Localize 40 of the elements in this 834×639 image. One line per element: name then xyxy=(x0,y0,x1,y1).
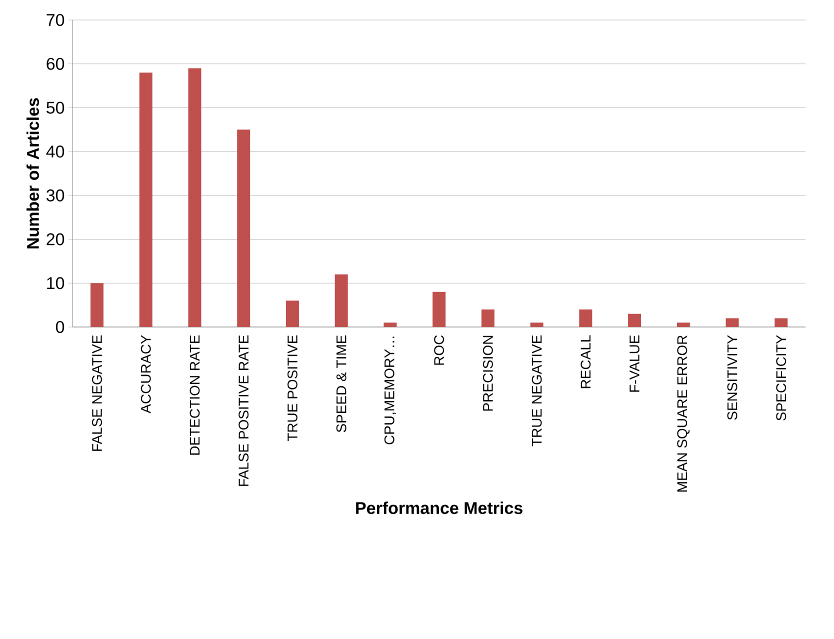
x-tick-label: SPECIFICITY xyxy=(776,335,786,420)
y-tick-label: 30 xyxy=(46,189,64,202)
y-tick-label: 10 xyxy=(47,277,64,290)
x-tick-label: TRUE NEGATIVE xyxy=(532,335,542,446)
x-tick-label: RECALL xyxy=(580,335,591,388)
x-tick-label: DETECTION RATE xyxy=(190,335,200,455)
x-tick-label: FALSE NEGATIVE xyxy=(92,335,102,451)
x-tick-label: MEAN SQUARE ERROR xyxy=(677,335,690,492)
bar xyxy=(432,292,446,327)
x-tick-label: PRECISION xyxy=(482,336,493,411)
x-tick-label: ROC xyxy=(434,335,444,365)
bar xyxy=(188,68,202,327)
bar xyxy=(286,300,299,327)
bar xyxy=(530,322,544,327)
y-tick-label: 70 xyxy=(46,14,64,26)
x-axis-title: Performance Metrics xyxy=(356,502,522,514)
x-tick-label: F-VALUE xyxy=(630,335,640,392)
x-tick-label: SPEED & TIME xyxy=(336,335,346,432)
bar xyxy=(237,130,250,327)
bar xyxy=(139,72,152,327)
y-tick-label: 60 xyxy=(46,58,64,70)
x-tick-label: FALSE POSITIVE RATE xyxy=(238,335,249,486)
y-tick-label: 0 xyxy=(56,320,64,334)
x-tick-label: TRUE POSITIVE xyxy=(288,335,298,442)
bar xyxy=(90,283,104,327)
x-tick-label: ACCURACY xyxy=(140,335,151,414)
bar xyxy=(334,274,348,327)
y-tick-label: 40 xyxy=(46,146,64,158)
bar xyxy=(676,322,690,327)
y-tick-label: 50 xyxy=(46,102,64,114)
x-tick-label: CPU,MEMORY… xyxy=(384,336,396,444)
bar xyxy=(628,314,642,327)
x-tick-label: SENSITIVITY xyxy=(727,335,738,420)
bar xyxy=(481,309,494,327)
bar xyxy=(726,318,739,327)
y-axis-title: Number of Articles xyxy=(26,98,39,248)
y-tick-label: 20 xyxy=(46,233,64,246)
bar xyxy=(384,322,397,327)
bar xyxy=(774,318,788,327)
bar xyxy=(579,309,592,327)
